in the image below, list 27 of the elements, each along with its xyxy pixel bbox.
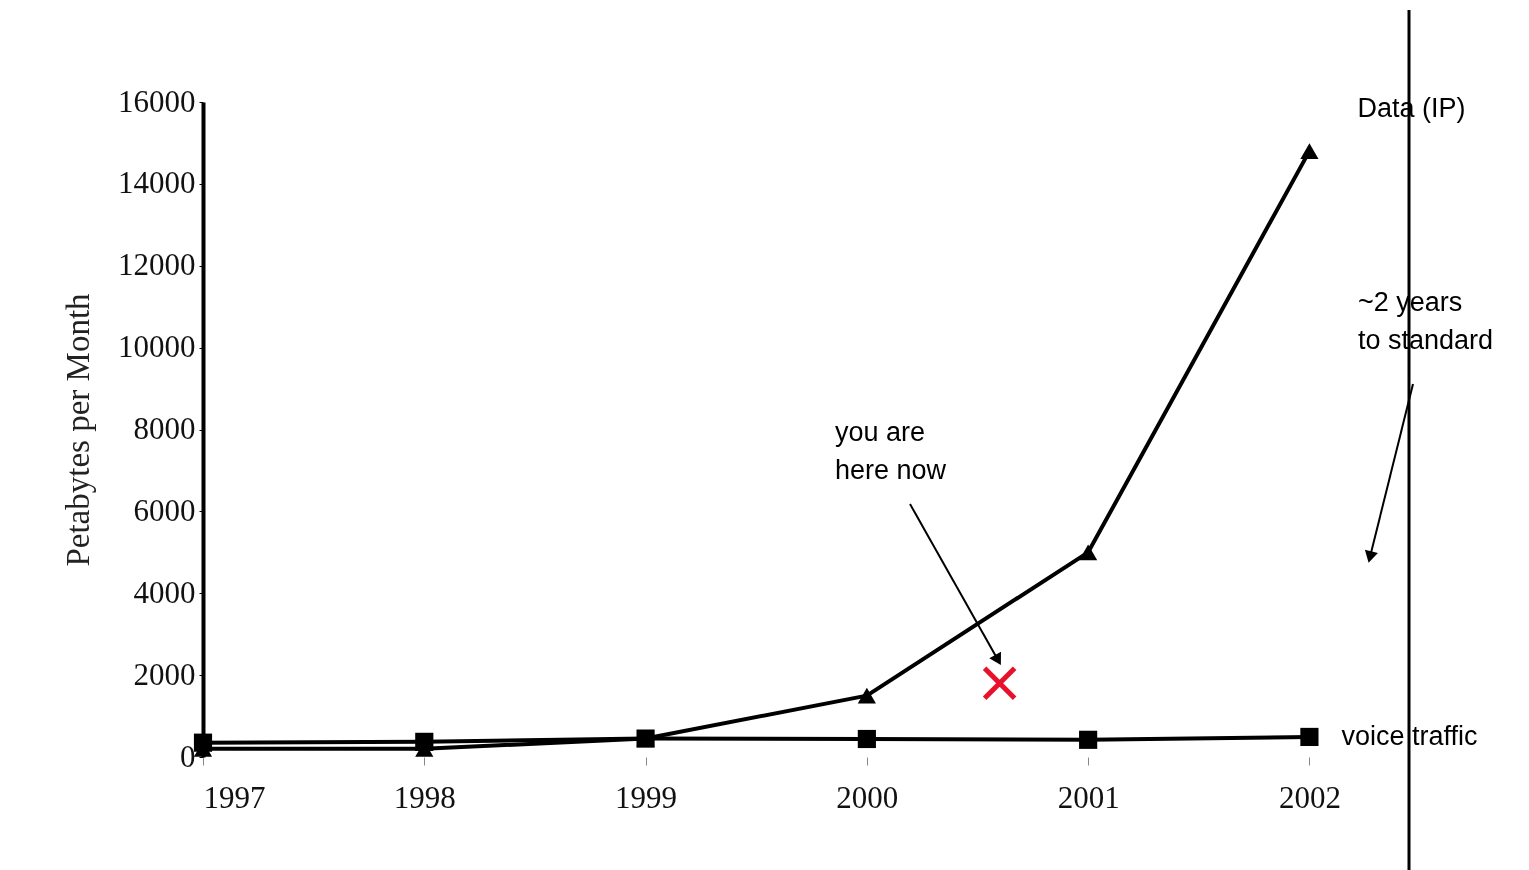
annotation: you are here now	[835, 417, 947, 485]
point	[193, 733, 213, 752]
x-tick-label: 2001	[1057, 779, 1120, 815]
x-tick-label: 1998	[393, 779, 456, 815]
x-tick-label: 2002	[1278, 779, 1341, 815]
y-tick-label: 16000	[118, 83, 196, 119]
point	[1079, 730, 1098, 749]
x-tick-label: 1999	[615, 779, 678, 815]
point	[857, 687, 876, 704]
y-tick-label: 2000	[133, 656, 196, 692]
y-tick-label: 0	[180, 738, 196, 774]
y-tick-label: 10000	[118, 329, 196, 365]
point	[1300, 727, 1319, 747]
y-axis-title: Petabytes per Month	[60, 292, 96, 567]
y-tick-label: 6000	[133, 492, 196, 528]
point	[982, 665, 1018, 701]
x-tick-label: 2000	[836, 779, 899, 815]
y-tick-label: 12000	[118, 247, 196, 283]
point	[415, 732, 434, 751]
y-tick-label: 4000	[133, 574, 196, 610]
point	[1300, 143, 1319, 159]
y-tick-label: 14000	[118, 165, 196, 201]
series-label: voice traffic	[1341, 720, 1478, 751]
point	[1079, 544, 1098, 561]
y-tick-label: 8000	[133, 411, 196, 446]
x-tick-label: 1997	[203, 779, 266, 815]
point	[857, 729, 876, 749]
